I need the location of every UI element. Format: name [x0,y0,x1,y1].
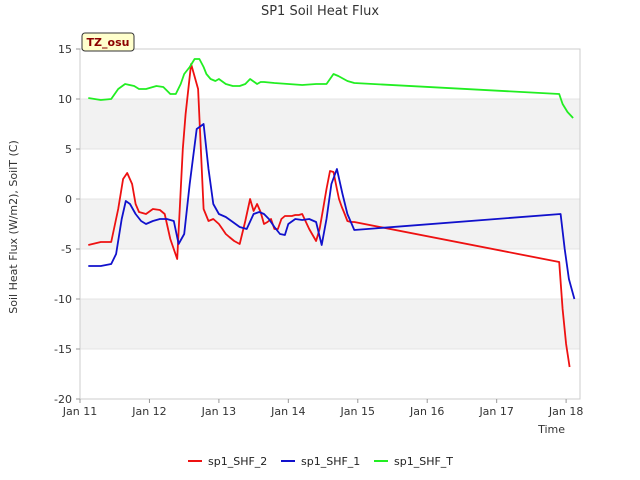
legend-label-sp1_SHF_T: sp1_SHF_T [394,455,453,468]
y-band [80,249,580,299]
x-tick-label: Jan 18 [548,405,583,418]
x-tick-label: Jan 13 [201,405,236,418]
y-band [80,199,580,249]
x-tick-label: Jan 12 [131,405,166,418]
plot-area [79,48,581,400]
site-badge-box [81,32,135,52]
y-band [80,99,580,149]
series-lines [88,58,576,368]
chart-title: SP1 Soil Heat Flux [261,4,379,19]
y-tick-label: -5 [61,243,72,256]
x-tick-label: Jan 11 [62,405,97,418]
x-axis: Jan 11 Jan 12 Jan 13 Jan 14 Jan 15 Jan 16 Jan … [62,399,583,418]
y-tick-label: -15 [54,343,72,356]
background-bands [80,48,580,400]
y-tick-label: 10 [58,93,72,106]
site-badge-text: TZ_osu [87,36,130,49]
series-line-sp1_SHF_1 [88,123,576,300]
y-tick-label: 5 [65,143,72,156]
y-tick-label: 15 [58,43,72,56]
y-band [80,299,580,349]
y-band [80,349,580,399]
x-tick-label: Jan 15 [340,405,375,418]
y-tick-label: -10 [54,293,72,306]
series-line-sp1_SHF_2 [88,63,571,368]
legend-label-sp1_SHF_2: sp1_SHF_2 [208,455,267,468]
y-tick-label: 0 [65,193,72,206]
x-tick-label: Jan 16 [409,405,444,418]
x-tick-label: Jan 17 [478,405,513,418]
site-annotation-badge: TZ_osu [81,32,135,52]
y-axis-label: Soil Heat Flux (W/m2), SoilT (C) [7,140,20,313]
x-tick-label: Jan 14 [270,405,305,418]
y-axis: -20 -15 -10 -5 0 5 10 15 [54,43,80,406]
legend-label-sp1_SHF_1: sp1_SHF_1 [301,455,360,468]
x-axis-label: Time [537,423,565,436]
series-line-sp1_SHF_T [88,58,574,119]
y-tick-label: -20 [54,393,72,406]
legend: sp1_SHF_2 sp1_SHF_1 sp1_SHF_T [188,455,453,468]
